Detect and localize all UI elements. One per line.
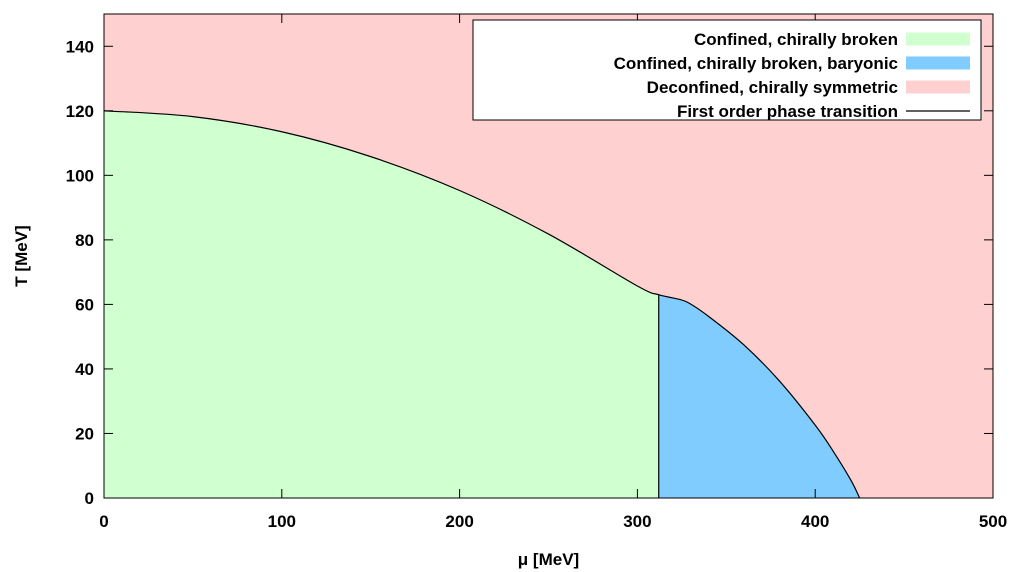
axis-ticks — [103, 14, 994, 499]
x-tick-label: 500 — [979, 512, 1007, 531]
region-confined-baryonic — [658, 294, 860, 498]
legend-label-first-order-transition: First order phase transition — [677, 102, 898, 121]
y-tick-label: 80 — [75, 231, 94, 250]
legend-swatch-confined-baryonic — [906, 56, 970, 70]
axis-tick-labels: 0 100 200 300 400 500 0 20 40 60 80 100 120 140 — [66, 37, 1008, 531]
y-axis-label: T [MeV] — [12, 225, 31, 286]
y-tick-label: 40 — [75, 360, 94, 379]
x-tick-label: 0 — [99, 512, 108, 531]
x-tick-label: 100 — [268, 512, 296, 531]
y-tick-label: 60 — [75, 295, 94, 314]
x-tick-label: 200 — [445, 512, 473, 531]
region-confined-broken — [104, 110, 659, 499]
legend: Confined, chirally broken Confined, chir… — [472, 19, 982, 121]
y-tick-label: 140 — [66, 37, 94, 56]
legend-label-confined-baryonic: Confined, chirally broken, baryonic — [614, 54, 898, 73]
legend-swatch-confined-broken — [906, 32, 970, 46]
transition-lines — [103, 110, 861, 499]
plot-frame — [103, 13, 994, 499]
y-tick-label: 100 — [66, 166, 94, 185]
y-tick-label: 20 — [75, 424, 94, 443]
y-tick-label: 0 — [85, 489, 94, 508]
legend-box — [472, 19, 982, 121]
y-tick-label: 120 — [66, 102, 94, 121]
transition-curve — [103, 110, 861, 499]
x-axis-label: μ [MeV] — [518, 550, 579, 569]
legend-label-deconfined-symmetric: Deconfined, chirally symmetric — [647, 78, 898, 97]
legend-swatch-deconfined-symmetric — [906, 80, 970, 94]
legend-label-confined-broken: Confined, chirally broken — [694, 30, 898, 49]
x-tick-label: 400 — [801, 512, 829, 531]
x-tick-label: 300 — [623, 512, 651, 531]
